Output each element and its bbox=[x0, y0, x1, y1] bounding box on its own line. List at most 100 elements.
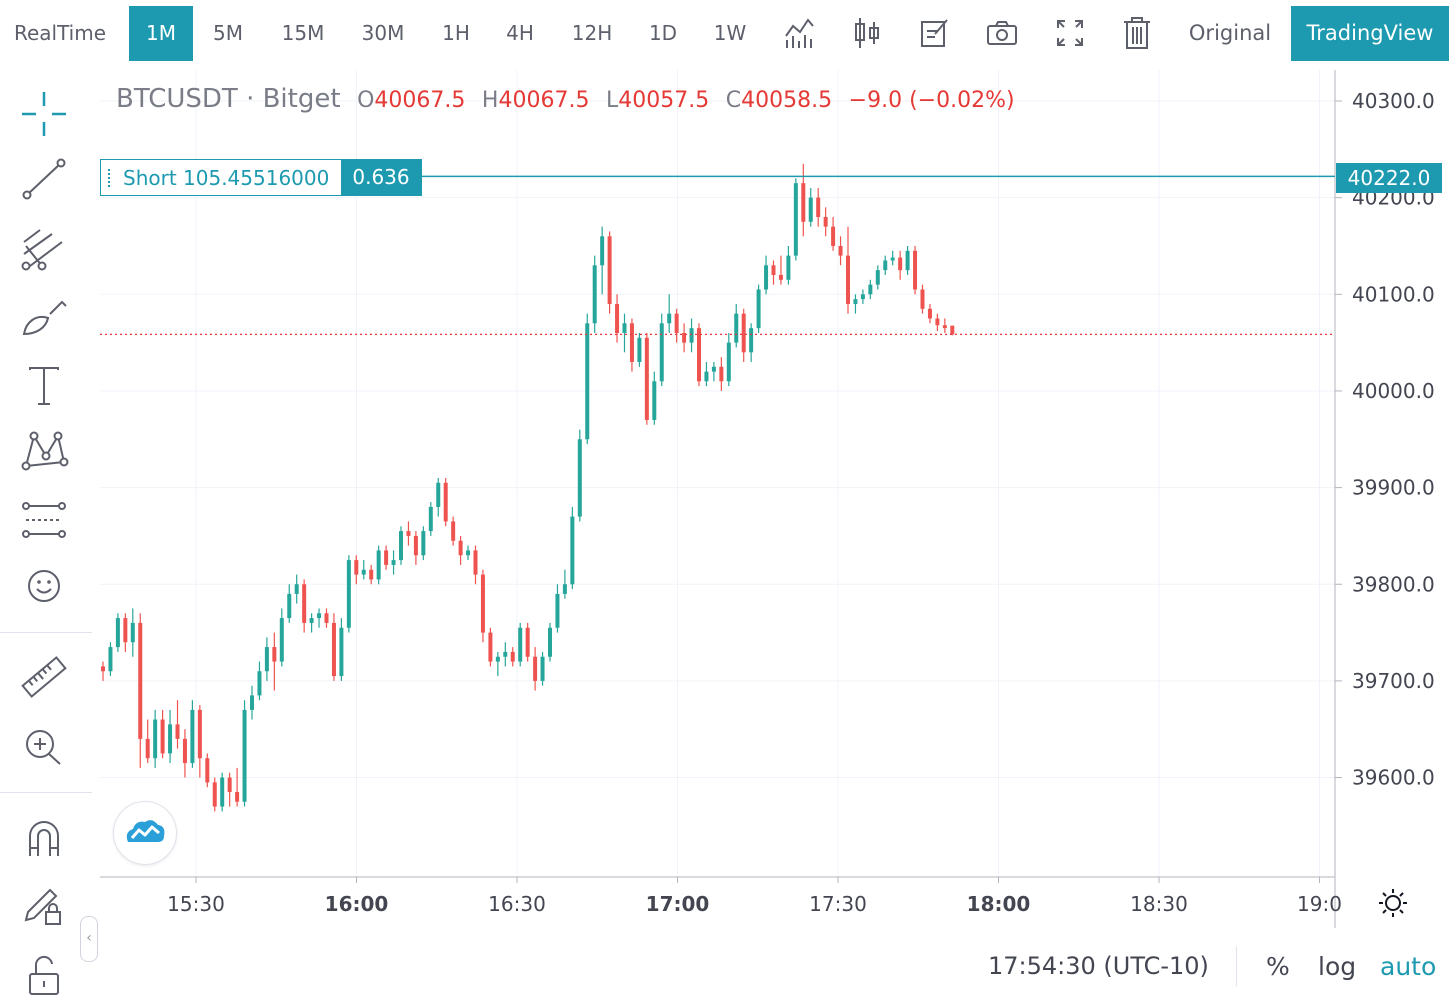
price-tick-label: 40100.0 bbox=[1352, 282, 1435, 306]
candle bbox=[220, 772, 225, 812]
candle-body bbox=[115, 618, 120, 648]
interval-30m-button[interactable]: 30M bbox=[361, 21, 405, 45]
short-order-label[interactable]: Short 105.45516000 0.636 bbox=[100, 159, 422, 196]
candle bbox=[510, 647, 515, 667]
candle-body bbox=[853, 299, 858, 304]
candle-body bbox=[160, 719, 165, 754]
tradingview-view-button[interactable]: TradingView bbox=[1291, 6, 1449, 61]
candle-body bbox=[935, 318, 940, 326]
fullscreen-icon[interactable] bbox=[1053, 14, 1087, 52]
order-quantity[interactable]: 0.636 bbox=[341, 160, 421, 195]
brush-icon[interactable] bbox=[18, 292, 70, 344]
lock-drawing-icon[interactable] bbox=[18, 880, 70, 932]
candle bbox=[667, 294, 672, 333]
collapse-toolbar-button[interactable]: ‹ bbox=[80, 916, 98, 962]
candle bbox=[890, 250, 895, 266]
candle-body bbox=[548, 627, 552, 657]
candle-body bbox=[309, 618, 314, 623]
indicators-icon[interactable] bbox=[782, 14, 816, 52]
low-value: 40057.5 bbox=[618, 88, 710, 113]
candle bbox=[153, 709, 158, 768]
candle-body bbox=[555, 593, 560, 628]
trash-icon[interactable] bbox=[1120, 14, 1154, 52]
tradingview-logo[interactable] bbox=[113, 801, 177, 865]
candle bbox=[764, 255, 769, 295]
emoji-icon[interactable] bbox=[18, 560, 70, 612]
unlock-icon[interactable] bbox=[18, 950, 70, 1002]
ruler-icon[interactable] bbox=[18, 652, 70, 704]
drag-handle-icon[interactable] bbox=[101, 160, 117, 195]
candle bbox=[406, 521, 411, 546]
candles-layer bbox=[101, 163, 955, 812]
change-value: −9.0 (−0.02%) bbox=[848, 88, 1015, 113]
candle bbox=[838, 236, 843, 266]
candle-body bbox=[562, 584, 567, 594]
candle bbox=[719, 357, 724, 391]
text-icon[interactable] bbox=[18, 360, 70, 412]
candle-body bbox=[697, 328, 701, 382]
candle bbox=[346, 555, 351, 633]
candle-body bbox=[704, 371, 709, 382]
original-view-button[interactable]: Original bbox=[1188, 21, 1272, 45]
candle-body bbox=[197, 709, 202, 759]
candle-body bbox=[913, 250, 918, 290]
candle bbox=[756, 284, 761, 333]
candle bbox=[138, 613, 143, 768]
zoom-in-icon[interactable] bbox=[18, 720, 70, 772]
interval-1w-button[interactable]: 1W bbox=[713, 21, 747, 45]
candle-body bbox=[682, 332, 687, 343]
candle-body bbox=[734, 313, 739, 343]
chart-type-icon[interactable] bbox=[850, 14, 884, 52]
interval-1m-button[interactable]: 1M bbox=[129, 6, 193, 61]
candle bbox=[495, 651, 500, 677]
log-scale-button[interactable]: log bbox=[1318, 952, 1357, 981]
interval-5m-button[interactable]: 5M bbox=[213, 21, 243, 45]
candle bbox=[801, 163, 806, 237]
candle-body bbox=[101, 666, 105, 672]
candle bbox=[652, 371, 657, 425]
auto-scale-button[interactable]: auto bbox=[1380, 952, 1437, 981]
candle-body bbox=[361, 569, 366, 575]
percent-scale-button[interactable]: % bbox=[1266, 952, 1290, 981]
candle bbox=[562, 569, 567, 599]
camera-icon[interactable] bbox=[985, 14, 1019, 52]
candle bbox=[644, 332, 649, 425]
crosshair-icon[interactable] bbox=[18, 88, 70, 140]
candle bbox=[898, 250, 903, 280]
candle bbox=[816, 187, 821, 227]
edit-icon[interactable] bbox=[917, 14, 951, 52]
trend-line-icon[interactable] bbox=[18, 154, 70, 206]
candle bbox=[488, 627, 493, 667]
realtime-button[interactable]: RealTime bbox=[13, 21, 107, 45]
candle-body bbox=[488, 632, 493, 662]
candle-body bbox=[950, 325, 955, 335]
time-tick-label: 19:0 bbox=[1297, 892, 1342, 916]
interval-15m-button[interactable]: 15M bbox=[281, 21, 325, 45]
candle bbox=[480, 569, 485, 643]
candle-body bbox=[749, 328, 754, 353]
interval-1h-button[interactable]: 1H bbox=[442, 21, 470, 45]
candle bbox=[413, 531, 418, 565]
candle-body bbox=[764, 265, 769, 290]
candle-body bbox=[898, 257, 903, 271]
candle bbox=[294, 574, 299, 604]
interval-4h-button[interactable]: 4H bbox=[506, 21, 534, 45]
candle bbox=[682, 323, 687, 353]
candle-body bbox=[242, 709, 247, 802]
candle bbox=[808, 187, 813, 227]
candle bbox=[130, 608, 135, 657]
candle bbox=[615, 294, 620, 343]
interval-1d-button[interactable]: 1D bbox=[648, 21, 678, 45]
time-axis: 15:30 16:00 16:30 17:00 17:30 18:00 18:30 19:0 bbox=[167, 877, 1342, 916]
high-value: 40067.5 bbox=[498, 88, 590, 113]
pattern-icon[interactable] bbox=[18, 426, 70, 478]
candle-body bbox=[644, 337, 649, 420]
interval-12h-button[interactable]: 12H bbox=[571, 21, 613, 45]
settings-gear-icon[interactable] bbox=[1379, 889, 1407, 917]
magnet-icon[interactable] bbox=[18, 812, 70, 864]
fib-retracement-icon[interactable] bbox=[18, 222, 70, 274]
prediction-icon[interactable] bbox=[18, 494, 70, 546]
candle bbox=[637, 332, 642, 367]
timezone-clock[interactable]: 17:54:30 (UTC-10) bbox=[988, 952, 1209, 980]
